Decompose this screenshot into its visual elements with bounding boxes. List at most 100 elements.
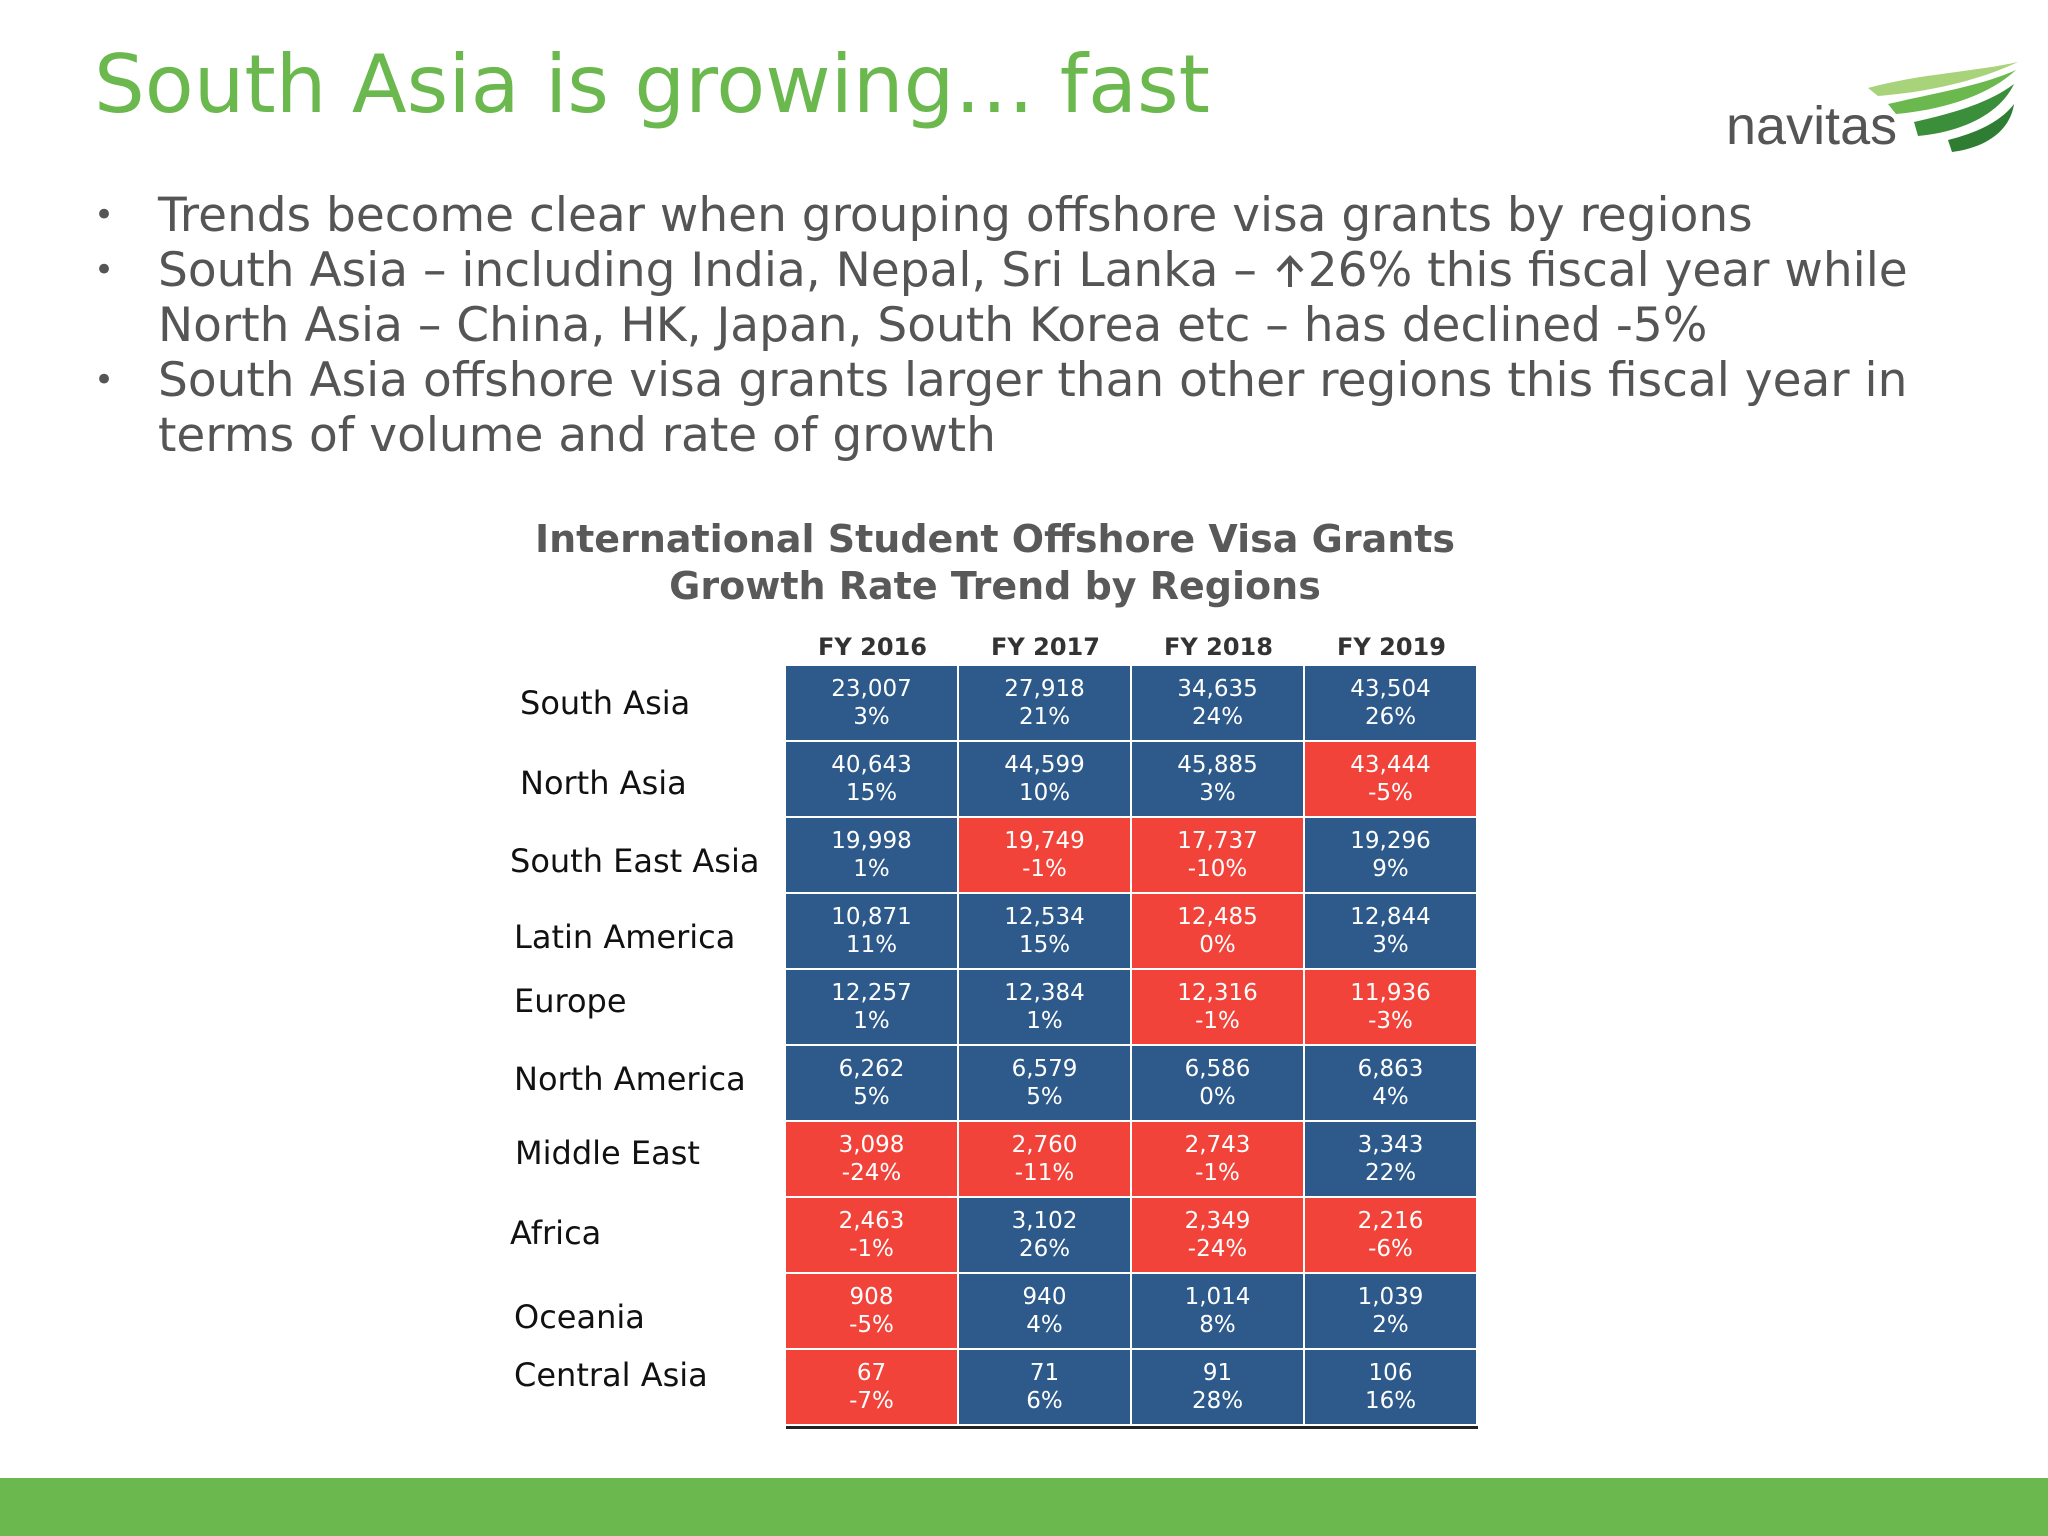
grant-value: 6,262 [838,1056,905,1082]
grant-cell: 43,444 -5% [1305,742,1478,818]
growth-rate: 3% [1372,932,1409,958]
grant-cell: 2,743 -1% [1132,1122,1305,1198]
bullet-item: South Asia – including India, Nepal, Sri… [94,243,2024,353]
growth-rate: 0% [1199,1084,1236,1110]
grant-value: 106 [1368,1360,1413,1386]
growth-rate: -24% [1187,1236,1248,1262]
grant-cell: 12,384 1% [959,970,1132,1046]
grant-value: 43,444 [1350,752,1431,778]
grant-cell: 12,844 3% [1305,894,1478,970]
growth-rate: 6% [1026,1388,1063,1414]
grant-cell: 43,504 26% [1305,666,1478,742]
grant-value: 1,039 [1357,1284,1424,1310]
grant-cell: 44,599 10% [959,742,1132,818]
growth-rate: -1% [1195,1008,1240,1034]
grant-value: 27,918 [1004,676,1085,702]
region-label: Latin America [514,918,736,956]
growth-rate: 15% [845,780,898,806]
grant-cell: 45,885 3% [1132,742,1305,818]
grant-cell: 12,534 15% [959,894,1132,970]
growth-rate: 0% [1199,932,1236,958]
growth-rate: 4% [1372,1084,1409,1110]
growth-rate: -24% [841,1160,902,1186]
bullet-text: South Asia offshore visa grants larger t… [158,353,1908,463]
grant-cell: 10,871 11% [786,894,959,970]
grant-value: 12,485 [1177,904,1258,930]
grant-cell: 19,998 1% [786,818,959,894]
growth-rate: 2% [1372,1312,1409,1338]
grant-cell: 27,918 21% [959,666,1132,742]
grant-cell: 6,579 5% [959,1046,1132,1122]
grant-value: 3,343 [1357,1132,1424,1158]
bullet-item: Trends become clear when grouping offsho… [94,188,2024,243]
grant-value: 12,316 [1177,980,1258,1006]
growth-rate: 11% [845,932,898,958]
grant-value: 11,936 [1350,980,1431,1006]
grant-cell: 12,485 0% [1132,894,1305,970]
growth-rate: 1% [853,1008,890,1034]
grant-value: 2,216 [1357,1208,1424,1234]
grant-cell: 19,749 -1% [959,818,1132,894]
region-label: North America [514,1060,746,1098]
grant-cell: 3,343 22% [1305,1122,1478,1198]
growth-rate: 1% [1026,1008,1063,1034]
growth-rate: 8% [1199,1312,1236,1338]
grant-cell: 12,257 1% [786,970,959,1046]
grant-cell: 106 16% [1305,1350,1478,1426]
grant-cell: 2,760 -11% [959,1122,1132,1198]
grant-value: 12,844 [1350,904,1431,930]
column-header: FY 2017 [991,633,1100,661]
grant-value: 71 [1029,1360,1060,1386]
grant-value: 10,871 [831,904,912,930]
growth-rate: 21% [1018,704,1071,730]
table-title-line2: Growth Rate Trend by Regions [669,564,1321,608]
grant-value: 6,586 [1184,1056,1251,1082]
bullet-item: South Asia offshore visa grants larger t… [94,353,2024,463]
region-label: Africa [510,1214,602,1252]
growth-rate: -1% [1022,856,1067,882]
swoosh-icon [1868,62,2018,152]
growth-rate: 15% [1018,932,1071,958]
grant-value: 908 [849,1284,894,1310]
growth-rate: -5% [849,1312,894,1338]
logo-wordmark: navitas [1726,96,1897,156]
grant-value: 6,579 [1011,1056,1078,1082]
table-title-line1: International Student Offshore Visa Gran… [534,517,1456,561]
grant-cell: 91 28% [1132,1350,1305,1426]
grant-value: 3,102 [1011,1208,1078,1234]
region-label: North Asia [520,764,687,802]
grant-value: 44,599 [1004,752,1085,778]
grant-cell: 19,296 9% [1305,818,1478,894]
grant-value: 34,635 [1177,676,1258,702]
column-header: FY 2016 [818,633,927,661]
region-label: South Asia [520,684,691,722]
growth-rate: 28% [1191,1388,1244,1414]
grant-value: 17,737 [1177,828,1258,854]
grant-value: 67 [856,1360,887,1386]
grant-value: 12,384 [1004,980,1085,1006]
region-label: Middle East [515,1134,700,1172]
growth-rate: -6% [1368,1236,1413,1262]
grant-value: 91 [1202,1360,1233,1386]
grant-value: 2,463 [838,1208,905,1234]
grant-cell: 2,349 -24% [1132,1198,1305,1274]
grant-cell: 67 -7% [786,1350,959,1426]
grant-cell: 23,007 3% [786,666,959,742]
grant-value: 19,749 [1004,828,1085,854]
grant-cell: 940 4% [959,1274,1132,1350]
grant-value: 19,998 [831,828,912,854]
growth-rate: 5% [1026,1084,1063,1110]
growth-rate: 10% [1018,780,1071,806]
growth-rate: 9% [1372,856,1409,882]
grant-cell: 3,098 -24% [786,1122,959,1198]
growth-rate: 26% [1364,704,1417,730]
grant-cell: 71 6% [959,1350,1132,1426]
navitas-logo: navitas [1726,62,2018,156]
bullet-text: Trends become clear when grouping offsho… [158,188,1753,243]
growth-rate: -5% [1368,780,1413,806]
growth-rate: 26% [1018,1236,1071,1262]
growth-rate: -1% [1195,1160,1240,1186]
bullet-text-pre: South Asia – including India, Nepal, Sri… [158,243,1272,298]
grant-value: 12,257 [831,980,912,1006]
grant-value: 40,643 [831,752,912,778]
